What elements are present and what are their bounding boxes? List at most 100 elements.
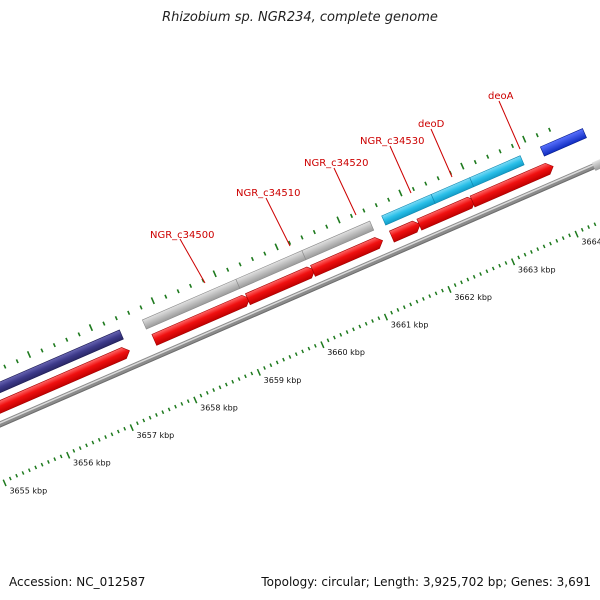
scale-minor-tick <box>421 296 425 301</box>
scale-minor-tick <box>123 426 127 431</box>
scale-major-tick <box>129 424 134 432</box>
outer-tick <box>436 176 440 181</box>
scale-major-tick <box>320 341 325 349</box>
scale-minor-tick <box>237 377 241 381</box>
scale-minor-tick <box>307 346 311 351</box>
gene-label[interactable]: NGR_c34520 <box>304 158 369 169</box>
outer-tick <box>250 256 254 262</box>
outer-tick <box>398 189 403 197</box>
scale-minor-tick <box>161 410 165 415</box>
scale-major-tick <box>256 368 261 376</box>
gene-leader-line <box>265 197 291 247</box>
scale-minor-tick <box>352 327 355 332</box>
scale-minor-tick <box>282 357 285 362</box>
feature-blue[interactable] <box>539 128 587 157</box>
scale-minor-tick <box>40 462 44 467</box>
scale-minor-tick <box>491 266 495 271</box>
scale-minor-tick <box>244 374 247 379</box>
scale-minor-tick <box>472 274 476 279</box>
outer-tick <box>510 143 514 149</box>
gene-label[interactable]: NGR_c34530 <box>360 136 425 147</box>
scale-label: 3659 kbp <box>264 376 302 385</box>
scale-minor-tick <box>390 310 393 315</box>
scale-minor-tick <box>364 321 368 326</box>
scale-minor-tick <box>116 429 120 434</box>
scale-minor-tick <box>8 476 12 481</box>
gene-arrow-ngr-c34500[interactable] <box>151 293 252 346</box>
scale-minor-tick <box>78 446 82 451</box>
scale-minor-tick <box>313 343 317 348</box>
scale-minor-tick <box>396 308 400 312</box>
scale-minor-tick <box>555 238 559 243</box>
scale-major-tick <box>2 479 7 487</box>
accession-label: Accession: NC_012587 <box>9 575 146 589</box>
outer-tick <box>312 229 316 235</box>
scale-minor-tick <box>326 338 330 343</box>
feature-navy[interactable] <box>0 329 124 401</box>
scale-minor-tick <box>224 382 228 387</box>
scale-minor-tick <box>180 401 184 406</box>
scale-minor-tick <box>104 435 108 439</box>
outer-tick <box>127 310 131 315</box>
scale-minor-tick <box>205 390 209 395</box>
outer-tick <box>460 162 465 170</box>
scale-minor-tick <box>136 421 139 426</box>
scale-minor-tick <box>561 236 565 241</box>
gene-arrow-ngr-c34510[interactable] <box>245 265 317 306</box>
outer-tick <box>349 213 354 219</box>
feature-cyan-deoa[interactable] <box>469 155 525 188</box>
scale-minor-tick <box>167 407 171 412</box>
outer-tick <box>212 270 217 278</box>
outer-tick <box>40 348 44 353</box>
scale-minor-tick <box>27 468 31 473</box>
gene-label[interactable]: NGR_c34510 <box>236 188 301 199</box>
scale-label: 3656 kbp <box>73 459 111 468</box>
scale-minor-tick <box>580 227 584 232</box>
scale-minor-tick <box>453 283 457 287</box>
scale-label: 3662 kbp <box>454 293 492 302</box>
scale-minor-tick <box>498 263 502 268</box>
scale-label: 3664 kbp <box>581 238 600 247</box>
scale-minor-tick <box>15 473 19 478</box>
outer-tick <box>176 289 180 294</box>
outer-tick <box>102 321 106 326</box>
scale-minor-tick <box>275 360 279 365</box>
scale-minor-tick <box>460 280 463 285</box>
scale-minor-tick <box>72 448 76 453</box>
scale-minor-tick <box>218 385 222 390</box>
gene-arrow-ngr-c34520[interactable] <box>310 235 385 277</box>
scale-minor-tick <box>186 399 190 404</box>
scale-minor-tick <box>587 225 591 229</box>
scale-minor-tick <box>110 432 114 437</box>
gene-label[interactable]: deoA <box>488 91 514 102</box>
scale-label: 3655 kbp <box>9 486 47 495</box>
outer-tick <box>411 186 415 192</box>
outer-tick <box>164 294 168 299</box>
gene-label[interactable]: deoD <box>418 119 445 130</box>
scale-minor-tick <box>371 319 374 323</box>
gene-arrow-deoa[interactable] <box>469 161 555 208</box>
outer-tick <box>486 154 490 159</box>
gene-arrow-ngr-c34530[interactable] <box>388 219 422 243</box>
scale-minor-tick <box>517 255 521 260</box>
scale-minor-tick <box>434 291 438 296</box>
gene-labels: NGR_c34500 NGR_c34510 NGR_c34520 NGR_c34530… <box>150 91 521 284</box>
scale-major-tick <box>193 396 198 404</box>
gene-leader-line <box>498 100 521 150</box>
scale-minor-tick <box>301 349 305 354</box>
outer-tick <box>114 316 118 321</box>
scale-minor-tick <box>333 335 336 340</box>
outer-tick <box>189 283 193 289</box>
scale-minor-tick <box>34 465 38 470</box>
feature-gray-right[interactable] <box>591 154 600 171</box>
outer-tick <box>65 337 69 342</box>
scale-minor-tick <box>155 413 158 417</box>
feature-gray-ngr-c34520[interactable] <box>301 220 375 261</box>
outer-tick <box>15 359 19 364</box>
scale-label: 3661 kbp <box>391 321 429 330</box>
gene-arrow-1[interactable] <box>0 345 132 417</box>
scale-minor-tick <box>409 302 413 307</box>
gene-label[interactable]: NGR_c34500 <box>150 230 215 241</box>
scale-minor-tick <box>428 294 432 299</box>
